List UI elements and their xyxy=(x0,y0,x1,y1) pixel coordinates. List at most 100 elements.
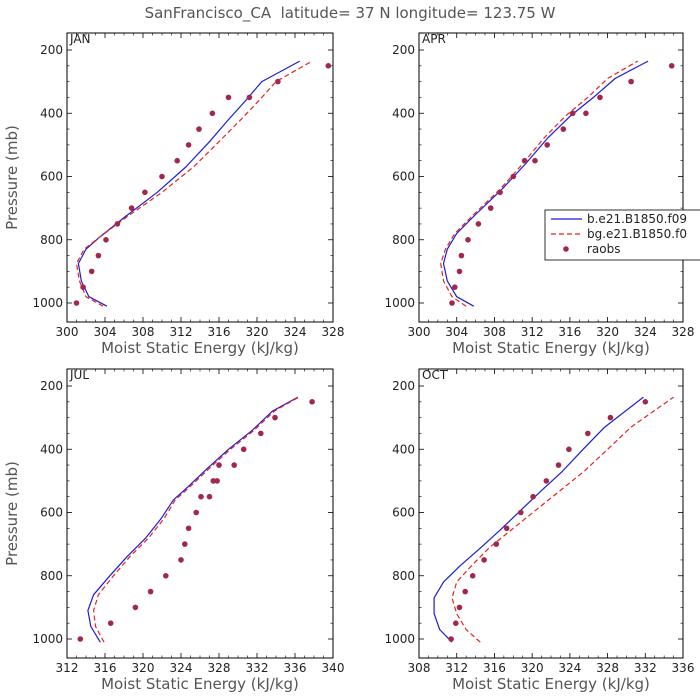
y-tick-label-jan: 1000 xyxy=(32,296,63,310)
x-tick-label-apr: 324 xyxy=(634,325,657,339)
raobs-point-jul xyxy=(272,414,278,421)
raobs-point-oct xyxy=(555,462,562,468)
x-tick-label-jul: 332 xyxy=(246,661,269,675)
raobs-point-oct xyxy=(518,509,524,516)
x-tick-label-oct: 332 xyxy=(634,661,657,675)
raobs-point-oct xyxy=(462,588,469,595)
x-tick-label-jan: 320 xyxy=(246,325,269,339)
raobs-point-oct xyxy=(503,525,510,532)
raobs-point-oct xyxy=(530,493,536,500)
raobs-point-oct xyxy=(456,604,463,611)
raobs-point-apr xyxy=(569,110,576,117)
raobs-point-apr xyxy=(583,110,589,117)
raobs-point-apr xyxy=(560,126,567,132)
raobs-point-apr xyxy=(456,268,463,275)
y-tick-label-apr: 1000 xyxy=(384,296,415,310)
raobs-point-jan xyxy=(209,110,216,117)
x-tick-label-apr: 312 xyxy=(521,325,544,339)
y-tick-label-apr: 400 xyxy=(392,106,415,120)
legend-label-raobs: raobs xyxy=(587,242,621,256)
x-tick-label-apr: 304 xyxy=(445,325,468,339)
legend-marker-raobs xyxy=(563,246,569,252)
x-tick-label-apr: 300 xyxy=(408,325,431,339)
x-tick-label-apr: 316 xyxy=(558,325,581,339)
legend-label-bg: bg.e21.B1850.f0 xyxy=(587,227,687,241)
x-tick-label-oct: 336 xyxy=(672,661,695,675)
x-tick-label-apr: 328 xyxy=(672,325,695,339)
raobs-point-apr xyxy=(458,252,465,259)
raobs-point-oct xyxy=(566,446,572,453)
raobs-point-jul xyxy=(258,430,264,437)
y-tick-label-jul: 1000 xyxy=(32,632,63,646)
x-tick-label-jan: 312 xyxy=(170,325,193,339)
y-axis-label-jul: Pressure (mb) xyxy=(3,461,21,566)
x-tick-label-oct: 308 xyxy=(408,661,431,675)
x-axis-label-jan: Moist Static Energy (kJ/kg) xyxy=(101,339,299,357)
x-tick-label-jul: 336 xyxy=(284,661,307,675)
chart-title: SanFrancisco_CA latitude= 37 N longitude… xyxy=(145,4,556,23)
raobs-point-jul xyxy=(216,462,222,468)
raobs-point-jan xyxy=(325,63,332,69)
raobs-point-jan xyxy=(196,126,202,132)
raobs-point-jul xyxy=(198,493,204,500)
series-line-b-oct xyxy=(433,396,644,643)
raobs-point-apr xyxy=(452,284,458,291)
x-tick-label-jul: 340 xyxy=(322,661,345,675)
raobs-point-apr xyxy=(668,63,675,69)
x-axis-label-oct: Moist Static Energy (kJ/kg) xyxy=(452,675,650,693)
raobs-point-jan xyxy=(95,252,102,259)
y-tick-label-oct: 400 xyxy=(392,442,415,456)
raobs-point-jul xyxy=(163,573,169,579)
raobs-point-jul xyxy=(147,588,154,595)
raobs-point-jan xyxy=(225,94,232,101)
x-tick-label-oct: 324 xyxy=(558,661,581,675)
raobs-point-jan xyxy=(114,221,121,227)
raobs-point-apr xyxy=(628,78,634,85)
raobs-point-jul xyxy=(206,493,213,500)
raobs-point-jul xyxy=(77,636,84,642)
x-tick-label-jul: 312 xyxy=(56,661,79,675)
raobs-point-oct xyxy=(607,414,614,421)
raobs-point-jan xyxy=(246,94,253,101)
y-tick-label-apr: 600 xyxy=(392,170,415,184)
plot-frame-jan xyxy=(66,32,334,323)
raobs-point-jul xyxy=(214,478,220,484)
series-line-bg-oct xyxy=(451,396,674,643)
x-tick-label-oct: 328 xyxy=(596,661,619,675)
raobs-point-jul xyxy=(309,399,315,405)
raobs-point-oct xyxy=(453,620,459,626)
raobs-point-jul xyxy=(185,525,192,532)
raobs-point-jul xyxy=(107,620,114,626)
panel-jul: JUL 312 316 320 324 328 332 336 340 200 400 600 800 1… xyxy=(3,368,344,693)
x-tick-label-jul: 328 xyxy=(208,661,231,675)
y-tick-label-jan: 200 xyxy=(40,43,63,57)
raobs-point-apr xyxy=(597,94,603,101)
panel-label-apr: APR xyxy=(422,32,446,46)
raobs-point-oct xyxy=(448,636,454,642)
raobs-point-jan xyxy=(142,189,148,196)
raobs-point-jul xyxy=(240,446,247,453)
y-tick-label-jul: 400 xyxy=(40,442,63,456)
raobs-point-apr xyxy=(510,173,517,180)
plot-frame-apr xyxy=(418,32,684,323)
series-line-bg-jan xyxy=(75,60,313,307)
x-tick-label-jan: 328 xyxy=(322,325,345,339)
raobs-point-oct xyxy=(469,573,476,579)
y-tick-label-apr: 800 xyxy=(392,233,415,247)
legend-label-b: b.e21.B1850.f09 xyxy=(587,212,687,226)
raobs-point-jul xyxy=(182,541,188,547)
raobs-point-apr xyxy=(521,157,528,164)
y-tick-label-oct: 600 xyxy=(392,506,415,520)
y-tick-label-jul: 600 xyxy=(40,506,63,520)
x-tick-label-jan: 304 xyxy=(94,325,117,339)
panel-apr: APR 300 304 308 312 316 320 324 328 200 400 600 800 1… xyxy=(384,32,694,357)
raobs-point-jan xyxy=(103,237,109,243)
panel-oct: OCT 308 312 316 320 324 328 332 336 200 400 600 800 1… xyxy=(384,368,694,693)
x-axis-label-apr: Moist Static Energy (kJ/kg) xyxy=(452,339,650,357)
x-tick-label-jan: 308 xyxy=(132,325,155,339)
y-tick-label-jul: 200 xyxy=(40,379,63,393)
y-tick-label-oct: 800 xyxy=(392,569,415,583)
raobs-point-oct xyxy=(481,557,487,563)
raobs-point-jan xyxy=(174,157,180,164)
x-tick-label-oct: 320 xyxy=(521,661,544,675)
